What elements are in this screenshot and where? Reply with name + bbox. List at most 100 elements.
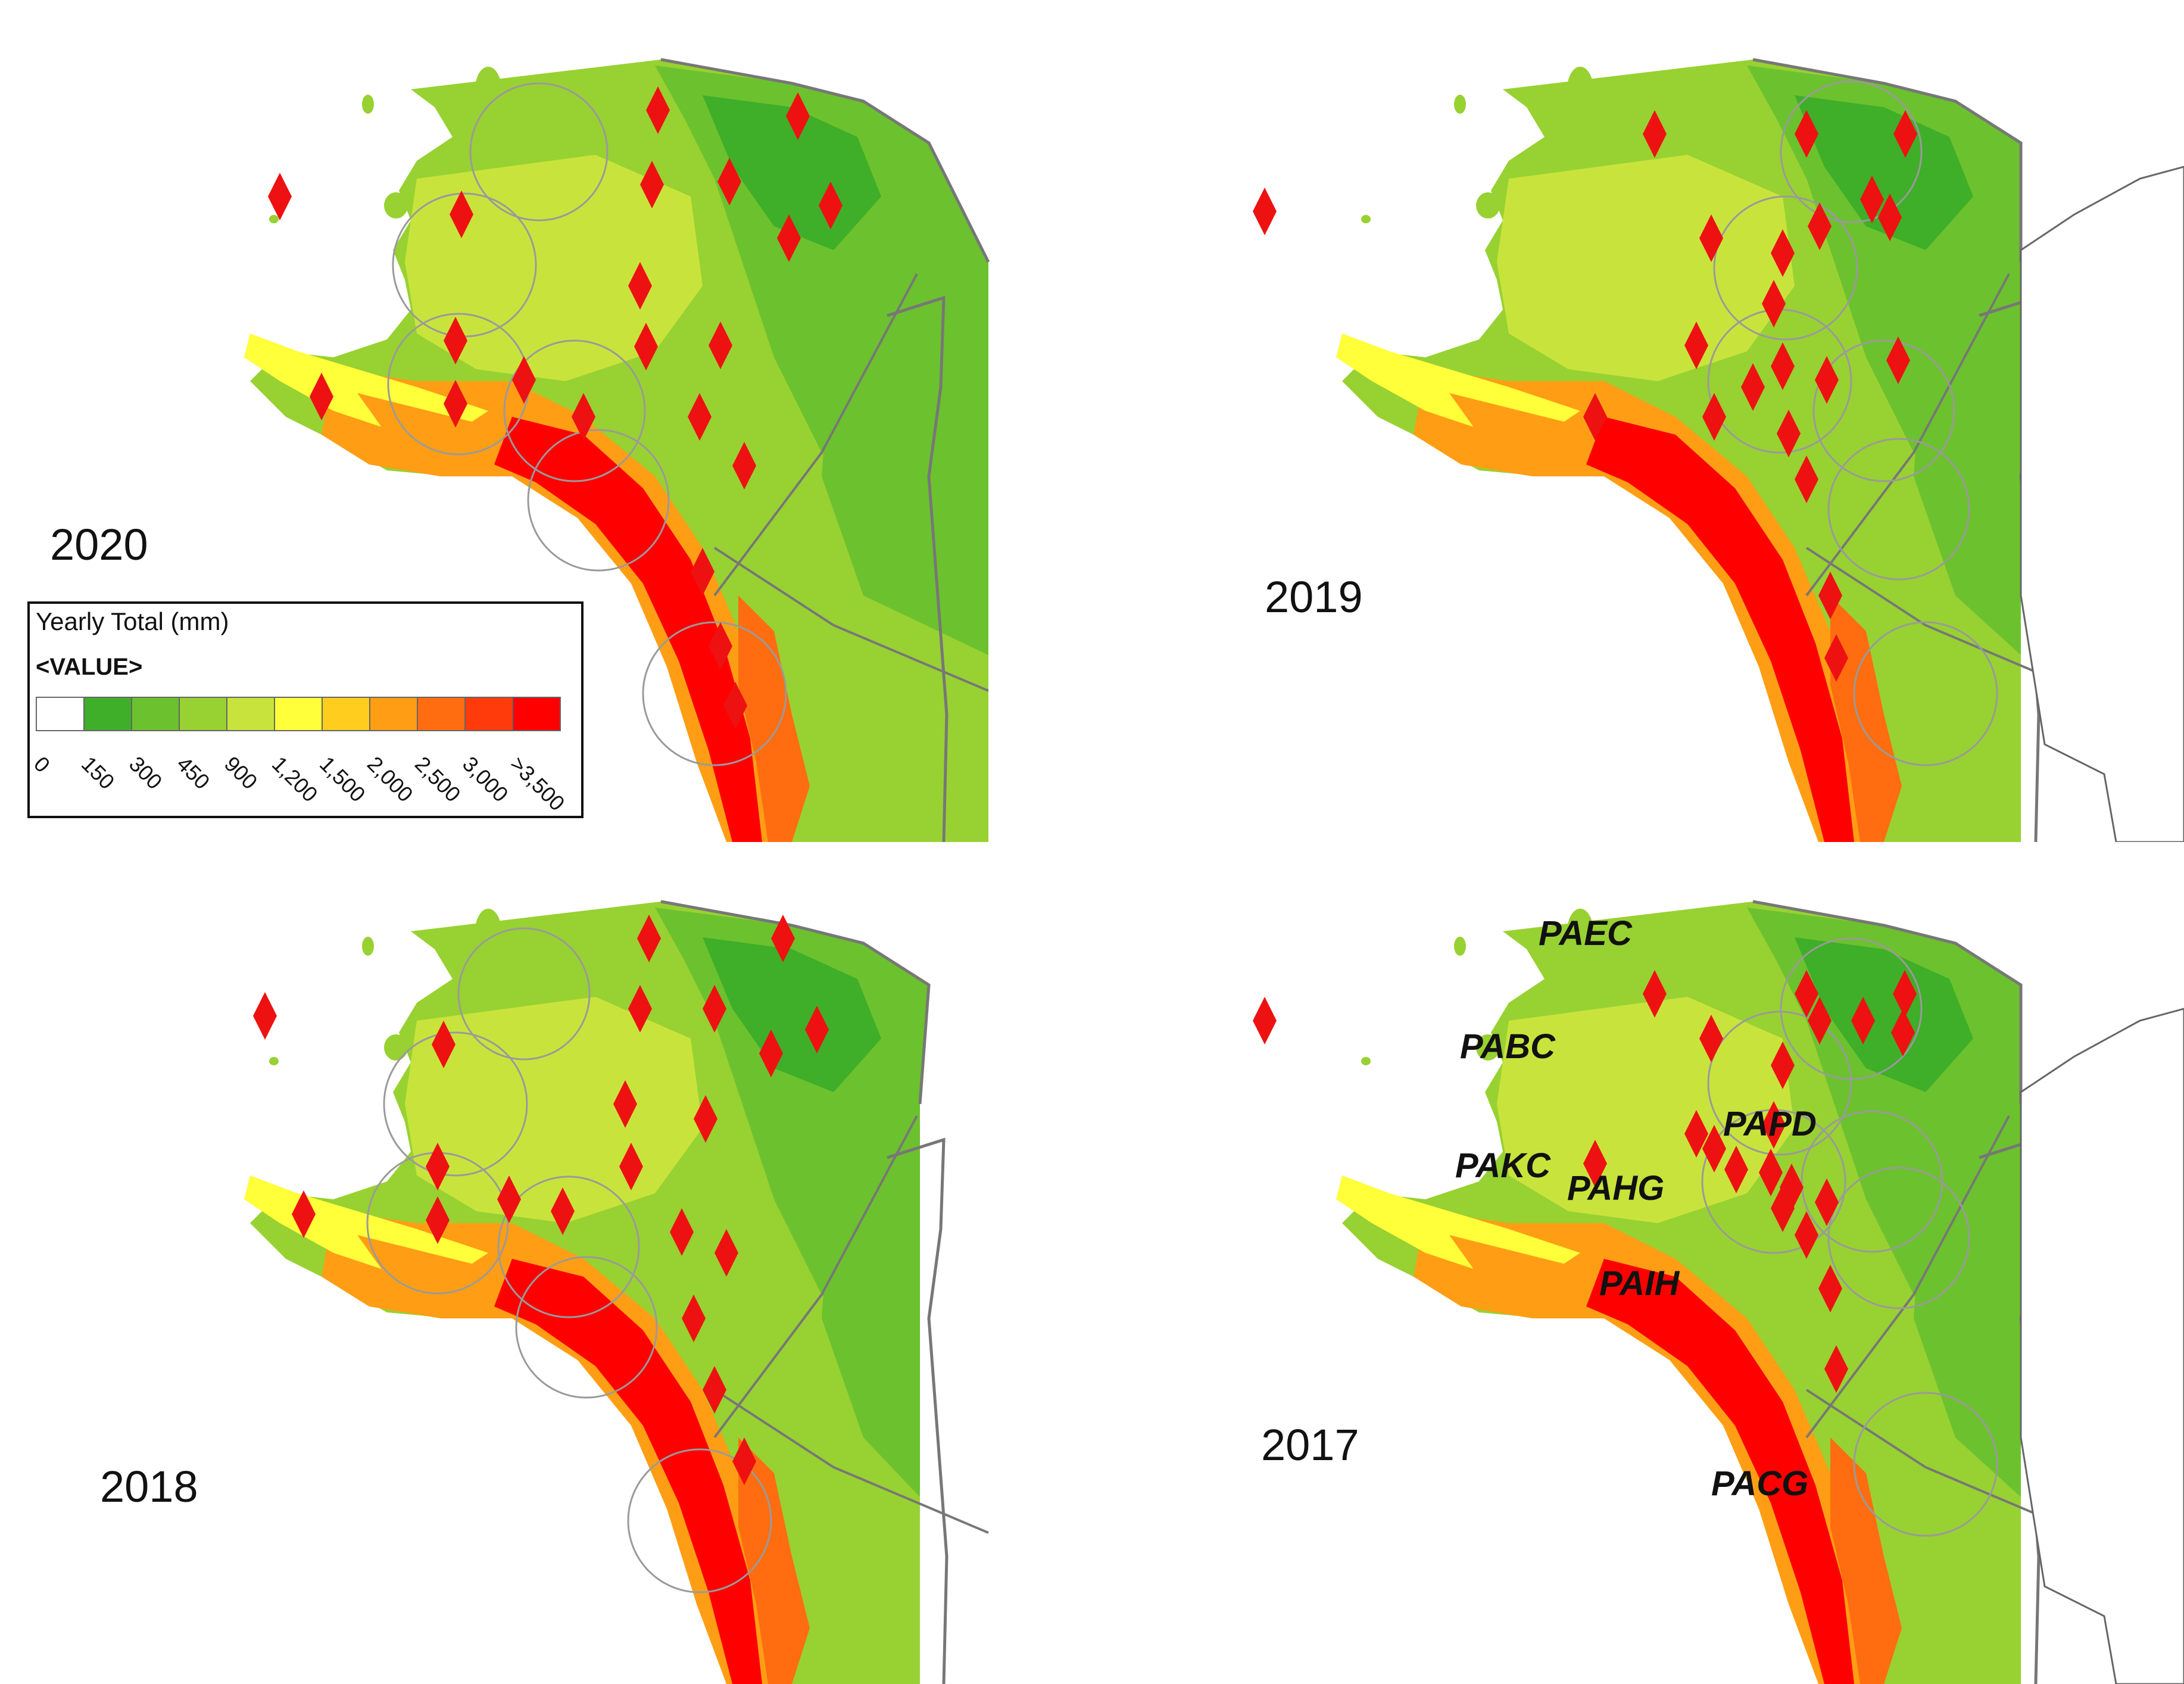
radar-range-circle [1853, 1392, 1998, 1537]
diamond-icon [1684, 1110, 1708, 1158]
border-line [713, 547, 989, 692]
radar-range-circle [1713, 195, 1858, 341]
diamond-icon [805, 1006, 829, 1053]
diamond-icon [1643, 970, 1667, 1018]
diamond-icon [717, 158, 741, 205]
radar-range-circle [503, 339, 646, 482]
peninsula-chain [1336, 1175, 1580, 1277]
diamond-icon [512, 356, 536, 404]
diamond-icon [268, 173, 292, 220]
land-interior-zone [1497, 997, 1795, 1223]
diamond-icon [292, 1190, 316, 1238]
legend-title: Yearly Total (mm) [36, 607, 229, 635]
legend-swatch [464, 697, 513, 731]
alaska-precip-map-2018 [244, 900, 989, 1684]
diamond-icon [1891, 1009, 1915, 1056]
legend-swatch [179, 697, 227, 731]
diamond-icon [426, 1143, 450, 1190]
canada-outline [2020, 166, 2184, 842]
island [1361, 215, 1371, 223]
coastal-range-band [738, 595, 810, 842]
legend-swatch [369, 697, 418, 731]
peninsula-wet [1449, 393, 1568, 441]
diamond-icon [1815, 1178, 1839, 1226]
legend-tick-labels: 0 150 300 450 900 1,200 1,500 2,000 2,500 3,000 >3… [29, 747, 586, 818]
diamond-icon [1643, 110, 1667, 158]
map-panel-2018: 2018 [0, 842, 1092, 1684]
map-panel-2020: 2020 [0, 0, 1092, 842]
diamond-icon [253, 992, 277, 1040]
legend-swatch [131, 697, 180, 731]
island [1567, 67, 1593, 112]
diamond-icon [628, 985, 652, 1033]
diamond-icon [1878, 194, 1902, 241]
diamond-icon [1771, 229, 1795, 277]
legend-tick-label: 2,000 [363, 751, 418, 807]
island [384, 1034, 408, 1061]
diamond-icon [1762, 1101, 1786, 1149]
diamond-icon [715, 1229, 738, 1277]
legend-swatch [322, 697, 370, 731]
radar-range-circle [1780, 80, 1923, 223]
diamond-icon [1893, 110, 1917, 158]
island [384, 192, 408, 219]
diamond-icon [310, 373, 333, 420]
legend-swatch [512, 697, 561, 731]
diamond-icon [1699, 214, 1723, 262]
land-interior-zone [405, 155, 703, 381]
island [269, 215, 279, 223]
year-label-2020: 2020 [50, 520, 148, 569]
diamond-icon [432, 1021, 455, 1068]
diamond-icon [450, 191, 473, 238]
canada-outline [2020, 1008, 2184, 1684]
border-line [713, 1115, 918, 1439]
diamond-icon [709, 322, 732, 369]
radar-range-circle [1707, 1011, 1852, 1156]
diamond-icon [426, 1196, 450, 1244]
station-label-pabc: PABC [1460, 1027, 1556, 1066]
diamond-icon [646, 86, 670, 134]
land-yukon-zone [1914, 1152, 2021, 1497]
legend-tick-label: 1,500 [315, 751, 370, 807]
diamond-icon [1795, 1211, 1818, 1259]
alaska-precip-map-2019 [1253, 58, 2184, 842]
legend-swatch [83, 697, 132, 731]
diamond-icon [723, 682, 747, 729]
precip-legend: Yearly Total (mm) <VALUE> 0 150 300 450 900 1… [27, 601, 584, 818]
legend-tick-label: 0 [29, 751, 55, 778]
diamond-icon [1777, 410, 1801, 457]
coastline [660, 58, 990, 263]
diamond-icon [1808, 997, 1832, 1044]
radar-range-circle [515, 1256, 658, 1399]
radar-range-circle [383, 1031, 528, 1177]
station-label-papd: PAPD [1723, 1105, 1817, 1143]
year-label-2019: 2019 [1265, 572, 1363, 622]
island [269, 1057, 279, 1065]
station-label-paih: PAIH [1599, 1264, 1680, 1303]
diamond-icon [1724, 1146, 1748, 1193]
border-line [1805, 1115, 2010, 1439]
diamond-icon [1780, 1164, 1804, 1211]
radar-range-circle [527, 429, 670, 572]
border-line [1805, 547, 2081, 692]
diamond-icon [619, 1143, 643, 1190]
diamond-icon [1860, 176, 1884, 223]
border-line [1805, 1389, 2081, 1534]
map-panel-2019: 2019 [1092, 0, 2184, 842]
radar-range-circle [642, 621, 787, 766]
diamond-icon [1893, 970, 1917, 1018]
diamond-icon [703, 1366, 726, 1414]
diamond-icon [497, 1175, 521, 1223]
legend-tick-label: 3,000 [458, 751, 513, 807]
diamond-icon [640, 161, 664, 208]
land-arctic-zone [1795, 95, 1973, 250]
coastal-max-band [494, 417, 762, 842]
border-line [713, 273, 918, 597]
radar-range-circle [1812, 339, 1955, 482]
land-yukon-zone [1914, 310, 2021, 655]
radar-range-circle [627, 1448, 772, 1593]
diamond-icon [1702, 1125, 1726, 1172]
coastline [660, 900, 931, 1105]
diamond-icon [1759, 1149, 1783, 1196]
diamond-icon [1762, 280, 1786, 328]
